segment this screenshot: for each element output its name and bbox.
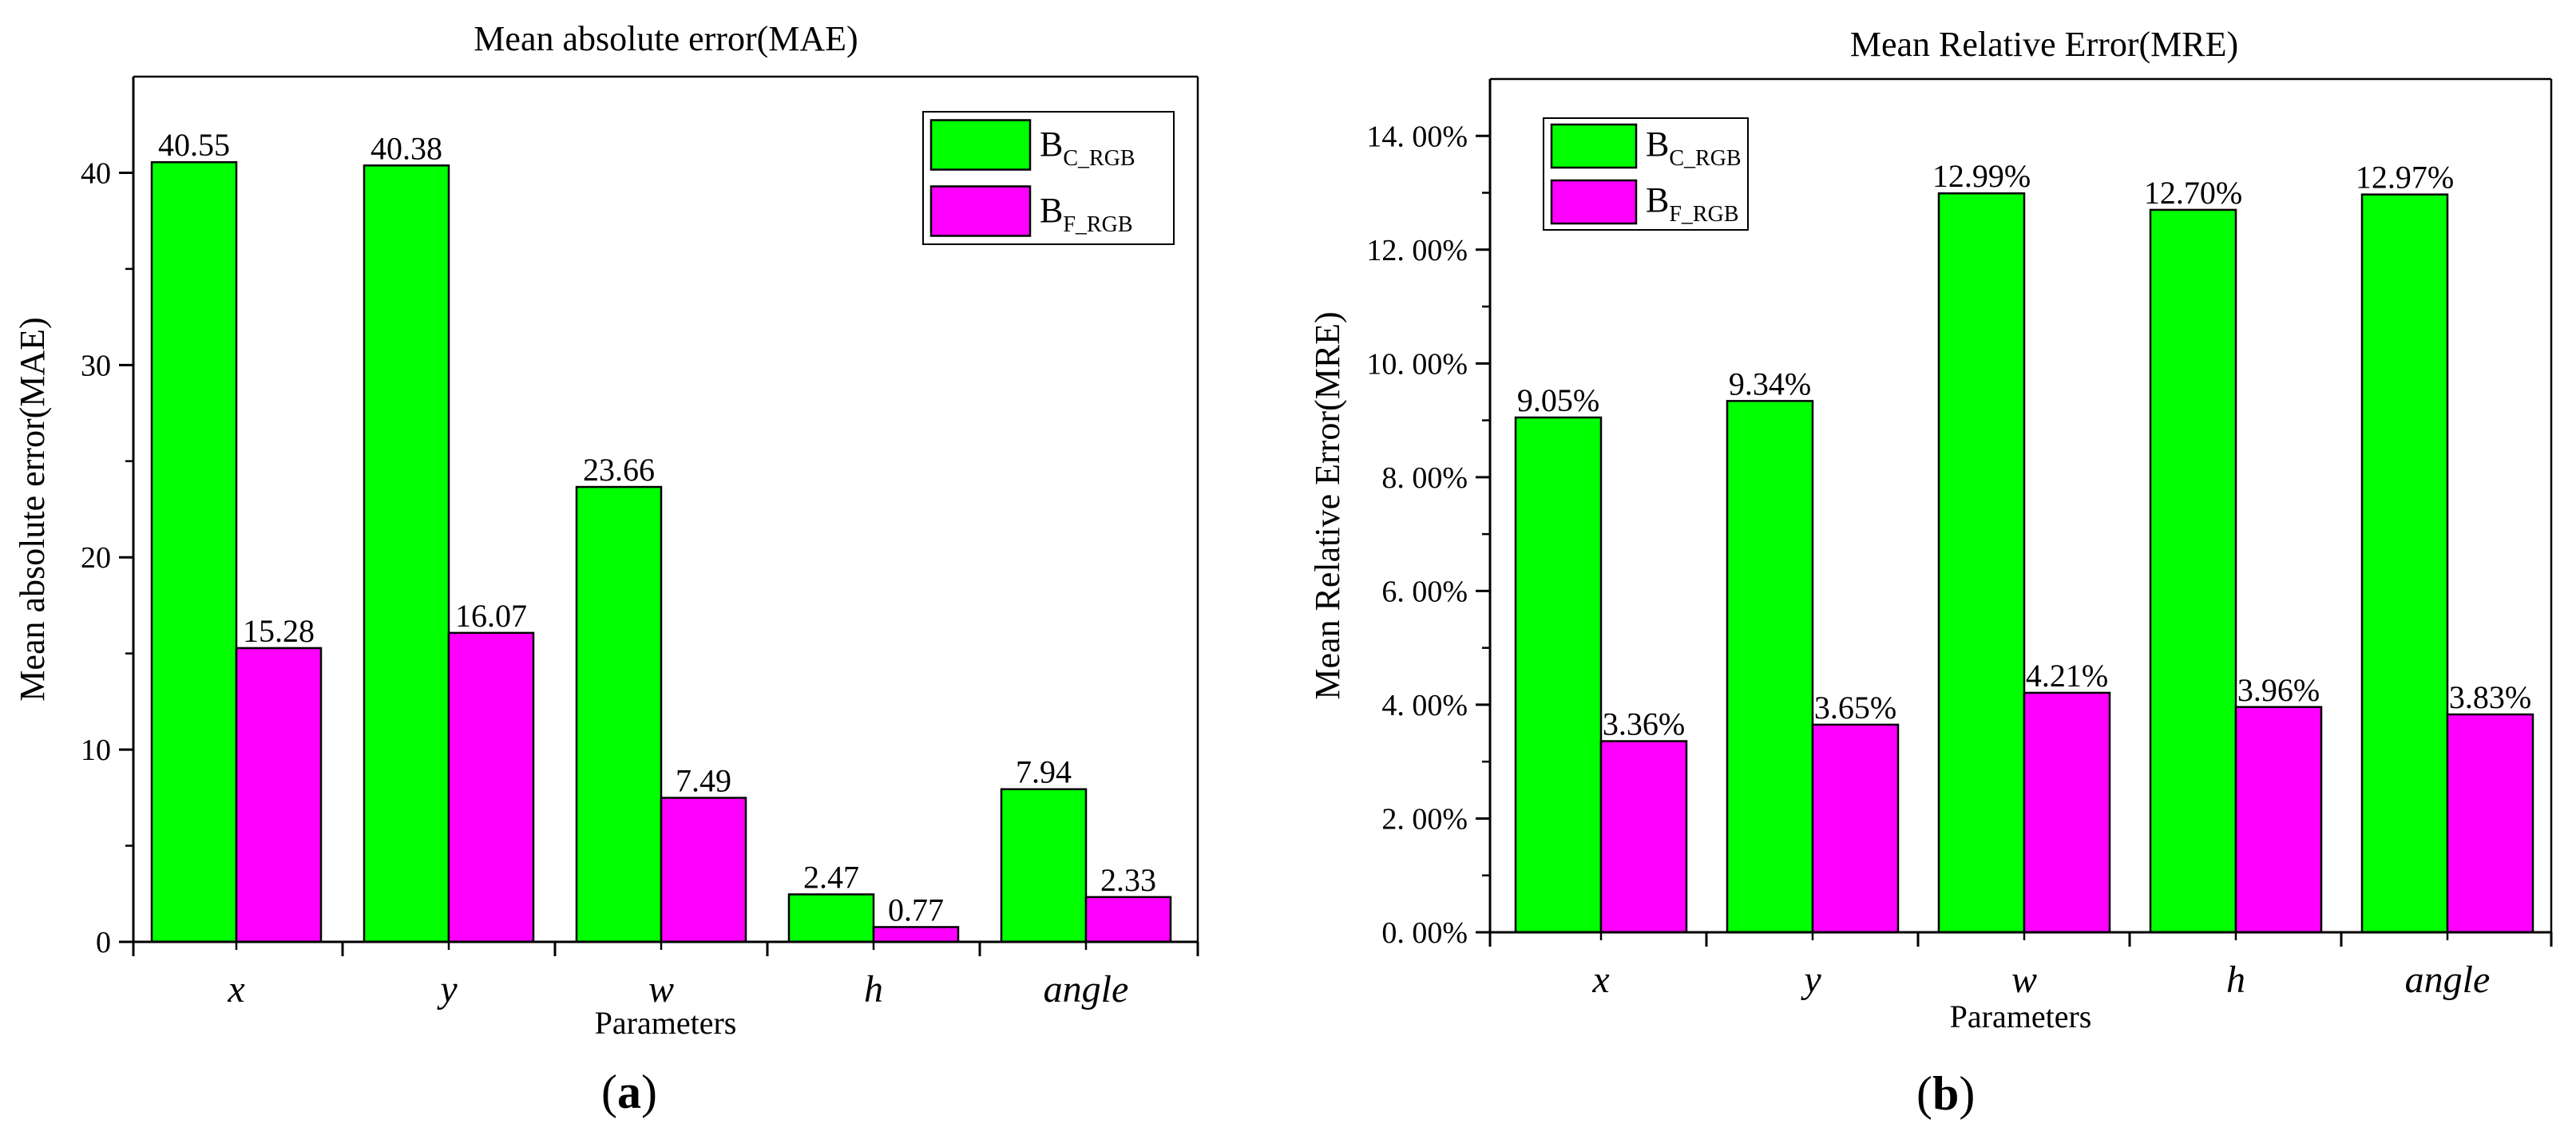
bar-c-rgb-angle: [2360, 193, 2449, 934]
bar-c-rgb-angle: [1000, 788, 1088, 943]
legend-name-subscript: F_RGB: [1063, 212, 1132, 237]
x-tick-label: x: [227, 968, 244, 1011]
legend-swatch-f-rgb: [929, 185, 1032, 237]
chart-panel-b: Mean Relative Error(MRE) 9.05% 3.36% x 9.34%…: [1308, 25, 2553, 1120]
data-label: 40.38: [371, 130, 442, 166]
y-tick-label: 14. 00%: [1366, 120, 1468, 153]
x-tick-label: y: [1800, 959, 1821, 1001]
panel-label: (b): [1916, 1067, 1975, 1120]
y-tick-label: 6. 00%: [1381, 575, 1468, 608]
y-tick-label: 10. 00%: [1366, 347, 1468, 381]
x-axis-label: Parameters: [1950, 999, 2092, 1034]
legend-name: B: [1646, 125, 1669, 164]
y-tick-label: 30: [81, 349, 111, 382]
panel-label-open: (: [1916, 1067, 1932, 1120]
data-label: 3.83%: [2449, 679, 2531, 715]
bar-f-rgb-w: [2023, 691, 2111, 934]
panel-label: (a): [601, 1066, 657, 1118]
data-label: 9.34%: [1729, 366, 1811, 401]
bar-c-rgb-x: [1514, 416, 1603, 934]
x-tick-label: angle: [2405, 959, 2491, 1001]
y-tick-label: 4. 00%: [1381, 689, 1468, 722]
panel-label-open: (: [601, 1066, 617, 1118]
bar-f-rgb-x: [235, 647, 323, 943]
bar-c-rgb-h: [2149, 208, 2237, 934]
data-label: 3.36%: [1603, 706, 1685, 742]
x-tick-label: angle: [1044, 968, 1129, 1011]
y-tick-label: 0. 00%: [1381, 916, 1468, 950]
y-tick-label: 20: [81, 541, 111, 575]
bar-c-rgb-h: [787, 893, 875, 943]
bar-f-rgb-y: [1811, 723, 1900, 934]
x-tick-label: y: [436, 968, 458, 1011]
panel-label-letter: b: [1932, 1067, 1959, 1120]
data-label: 7.49: [676, 763, 731, 799]
x-tick-label: x: [1591, 959, 1609, 1001]
data-label: 4.21%: [2026, 658, 2108, 694]
chart-panel-a: Mean absolute error(MAE) 40.55 15.28 x 40.38…: [13, 19, 1199, 1118]
bar-f-rgb-h: [872, 926, 960, 943]
y-tick-label: 12. 00%: [1366, 234, 1468, 267]
y-tick-label: 10: [81, 734, 111, 767]
bar-f-rgb-angle: [1084, 896, 1172, 943]
data-label: 12.99%: [1932, 158, 2031, 194]
y-tick-label: 2. 00%: [1381, 802, 1468, 836]
y-tick-label: 8. 00%: [1381, 461, 1468, 495]
legend-entry-c-rgb: BC_RGB: [1040, 125, 1135, 171]
legend-name: B: [1646, 180, 1669, 220]
x-tick-label: w: [2011, 959, 2037, 1001]
legend-name-subscript: F_RGB: [1669, 202, 1738, 227]
data-label: 7.94: [1016, 754, 1072, 790]
legend-name-subscript: C_RGB: [1063, 146, 1135, 171]
legend-name: B: [1040, 125, 1063, 164]
x-tick-label: h: [2226, 959, 2245, 1001]
bar-c-rgb-y: [363, 164, 450, 943]
data-label: 23.66: [583, 452, 655, 488]
bar-f-rgb-angle: [2446, 713, 2534, 934]
x-tick-label: w: [648, 968, 674, 1011]
chart-title: Mean absolute error(MAE): [474, 19, 858, 58]
data-label: 3.96%: [2237, 672, 2320, 708]
bar-f-rgb-w: [660, 797, 747, 943]
legend-name: B: [1040, 191, 1063, 230]
data-label: 9.05%: [1517, 382, 1599, 418]
panel-label-close: ): [641, 1066, 657, 1118]
legend-name-subscript: C_RGB: [1669, 146, 1741, 171]
data-label: 0.77: [888, 892, 944, 927]
data-label: 12.70%: [2144, 175, 2242, 211]
bar-c-rgb-w: [1937, 192, 2026, 934]
y-tick-label: 0: [96, 926, 111, 959]
data-label: 40.55: [158, 127, 230, 163]
data-label: 15.28: [243, 613, 315, 649]
legend-swatch-c-rgb: [929, 119, 1032, 171]
bar-c-rgb-x: [150, 160, 238, 943]
bar-f-rgb-x: [1599, 740, 1688, 934]
legend-entry-c-rgb: BC_RGB: [1646, 125, 1742, 171]
legend-entry-f-rgb: BF_RGB: [1646, 180, 1739, 227]
data-label: 16.07: [455, 598, 527, 634]
x-axis-label: Parameters: [595, 1005, 737, 1041]
data-label: 12.97%: [2356, 160, 2454, 196]
legend-swatch-f-rgb: [1550, 179, 1638, 225]
data-label: 3.65%: [1814, 690, 1896, 726]
bar-f-rgb-y: [447, 631, 535, 943]
panel-label-close: ): [1959, 1067, 1975, 1120]
bar-c-rgb-w: [575, 485, 663, 943]
data-label: 2.47: [803, 860, 859, 896]
y-axis-label: Mean absolute error(MAE): [13, 317, 52, 701]
y-tick-label: 40: [81, 156, 111, 190]
legend-entry-f-rgb: BF_RGB: [1040, 191, 1133, 237]
bar-c-rgb-y: [1726, 400, 1814, 934]
x-tick-label: h: [864, 968, 883, 1011]
bar-f-rgb-h: [2234, 706, 2323, 934]
y-axis-label: Mean Relative Error(MRE): [1308, 311, 1347, 699]
legend-swatch-c-rgb: [1550, 123, 1638, 169]
data-label: 2.33: [1100, 862, 1156, 898]
chart-title: Mean Relative Error(MRE): [1850, 25, 2238, 64]
panel-label-letter: a: [617, 1066, 641, 1118]
